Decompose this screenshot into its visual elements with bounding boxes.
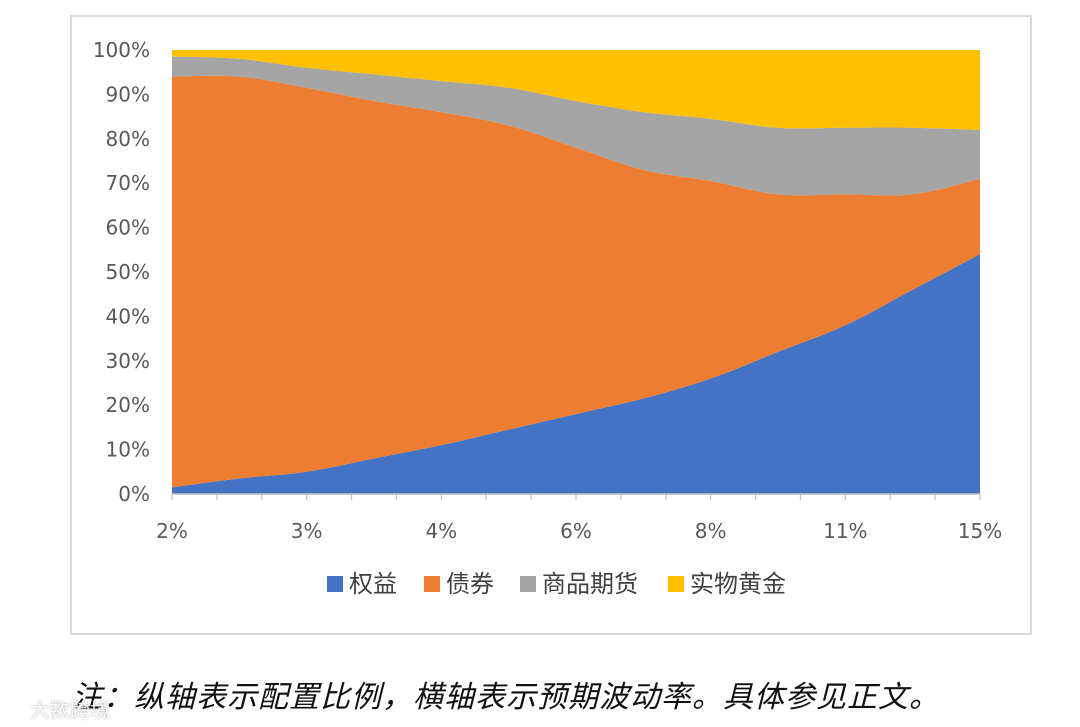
x-tick-label: 2% bbox=[156, 519, 188, 543]
legend-label: 商品期货 bbox=[542, 570, 638, 598]
y-tick-label: 100% bbox=[93, 38, 150, 62]
legend-label: 实物黄金 bbox=[690, 570, 786, 598]
legend-swatch bbox=[424, 576, 440, 592]
legend-label: 债券 bbox=[446, 570, 494, 598]
legend-label: 权益 bbox=[349, 570, 397, 598]
x-tick-label: 8% bbox=[695, 519, 727, 543]
area-series-1 bbox=[172, 254, 980, 494]
chart-frame: 0% 10% 20% 30% 40% 50% 60% 70% 80% 90% 100% 2% 3% 4% 6… bbox=[70, 15, 1032, 635]
x-tick-label: 4% bbox=[425, 519, 457, 543]
legend-item: 商品期货 bbox=[520, 570, 638, 598]
chart-note: 注：纵轴表示配置比例，横轴表示预期波动率。具体参见正文。 bbox=[72, 680, 940, 715]
area-series-3 bbox=[172, 56, 980, 196]
y-tick-label: 40% bbox=[106, 304, 150, 328]
y-tick-label: 70% bbox=[106, 171, 150, 195]
legend-swatch bbox=[520, 576, 536, 592]
legend-swatch bbox=[327, 576, 343, 592]
y-tick-label: 90% bbox=[106, 82, 150, 106]
area-series-4 bbox=[172, 50, 980, 130]
x-tick-label: 11% bbox=[823, 519, 867, 543]
brand-logo-icon bbox=[6, 699, 24, 718]
y-tick-label: 80% bbox=[106, 127, 150, 151]
x-tick-label: 6% bbox=[560, 519, 592, 543]
watermark: 大数跨境 bbox=[4, 694, 110, 723]
legend-item: 实物黄金 bbox=[668, 570, 786, 598]
area-series-2 bbox=[172, 75, 980, 488]
y-tick-label: 0% bbox=[118, 482, 150, 506]
y-tick-label: 30% bbox=[106, 349, 150, 373]
y-tick-label: 10% bbox=[106, 438, 150, 462]
y-tick-label: 20% bbox=[106, 393, 150, 417]
stacked-area-chart: 0% 10% 20% 30% 40% 50% 60% 70% 80% 90% 100% 2% 3% 4% 6… bbox=[93, 38, 1002, 598]
x-tick-label: 3% bbox=[291, 519, 323, 543]
y-tick-label: 50% bbox=[106, 260, 150, 284]
legend-swatch bbox=[668, 576, 684, 592]
legend-item: 权益 bbox=[327, 570, 397, 598]
area-series-group bbox=[172, 50, 980, 494]
y-tick-label: 60% bbox=[106, 216, 150, 240]
watermark-text: 大数跨境 bbox=[30, 698, 110, 722]
x-tick-label: 15% bbox=[958, 519, 1002, 543]
legend-item: 债券 bbox=[424, 570, 494, 598]
